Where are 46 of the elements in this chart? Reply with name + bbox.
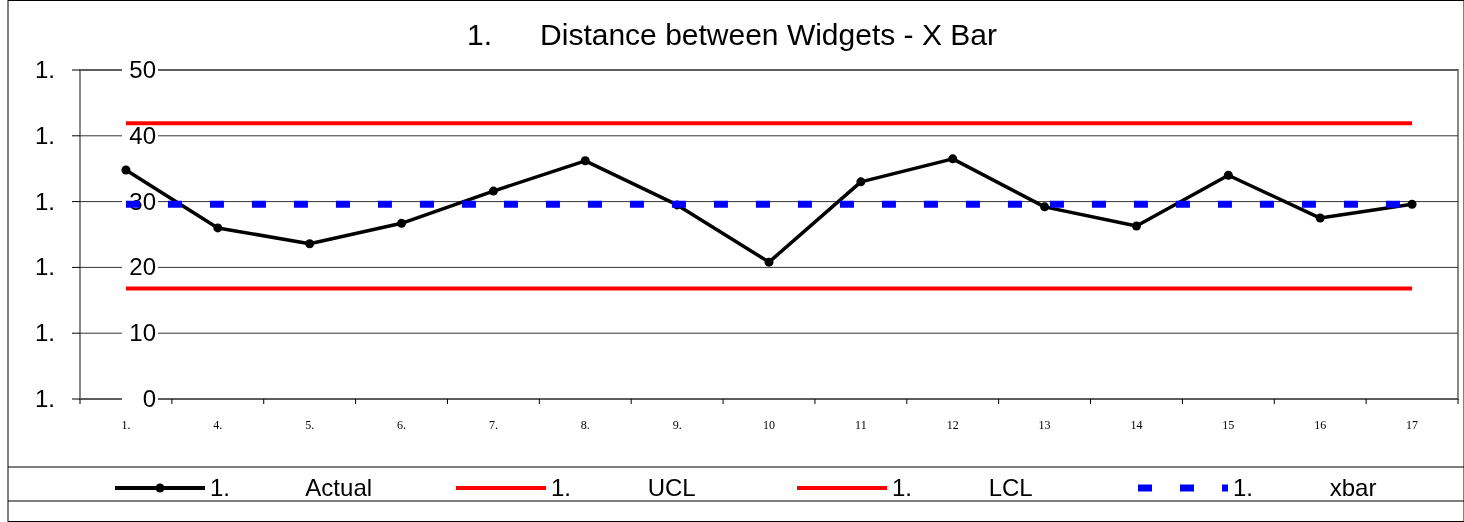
point <box>121 165 131 175</box>
x-tick-label: 9. <box>672 418 682 432</box>
point <box>397 218 407 228</box>
x-tick-label: 12 <box>946 418 959 432</box>
legend-label: 1. LCL <box>892 474 1033 501</box>
x-tick-label: 16 <box>1314 418 1327 432</box>
x-tick-label: 10 <box>763 418 775 432</box>
x-tick-label: 17 <box>1406 418 1419 432</box>
point <box>580 156 590 166</box>
x-tick-label: 7. <box>488 418 498 432</box>
point <box>305 239 315 249</box>
y-tick-label: 0 <box>142 385 156 412</box>
text: 1. <box>467 18 493 51</box>
x-tick-label: 14 <box>1130 418 1143 432</box>
point <box>856 177 866 187</box>
text: 1. <box>35 253 56 281</box>
point <box>1407 199 1417 209</box>
x-tick-label: 6. <box>397 418 407 432</box>
x-tick-label: 13 <box>1038 418 1051 432</box>
chart-title: Distance between Widgets - X Bar <box>540 18 997 51</box>
x-tick-label: 11 <box>855 418 867 432</box>
point <box>1315 213 1325 223</box>
text: 1. <box>35 187 56 215</box>
text: 1. <box>35 56 56 83</box>
point <box>764 257 774 267</box>
point <box>1223 170 1233 180</box>
y-tick-label: 40 <box>129 121 156 149</box>
legend-label: 1. xbar <box>1233 474 1377 501</box>
y-tick-label: 10 <box>129 319 156 347</box>
text: 1. <box>35 121 56 149</box>
text: 1. <box>35 385 56 412</box>
x-tick-label: 4. <box>213 418 223 432</box>
point <box>1131 221 1141 231</box>
point <box>213 223 223 233</box>
point <box>488 186 498 196</box>
legend-label: 1. UCL <box>551 474 696 501</box>
y-tick-label: 50 <box>129 56 156 83</box>
legend-label: 1. Actual <box>210 474 373 501</box>
x-tick-label: 1. <box>121 418 131 432</box>
point <box>1040 202 1050 212</box>
text: 1. <box>35 319 56 347</box>
x-tick-label: 15 <box>1222 418 1235 432</box>
point <box>948 154 958 164</box>
y-tick-label: 20 <box>129 253 156 281</box>
x-tick-label: 5. <box>305 418 315 432</box>
x-tick-label: 8. <box>580 418 590 432</box>
